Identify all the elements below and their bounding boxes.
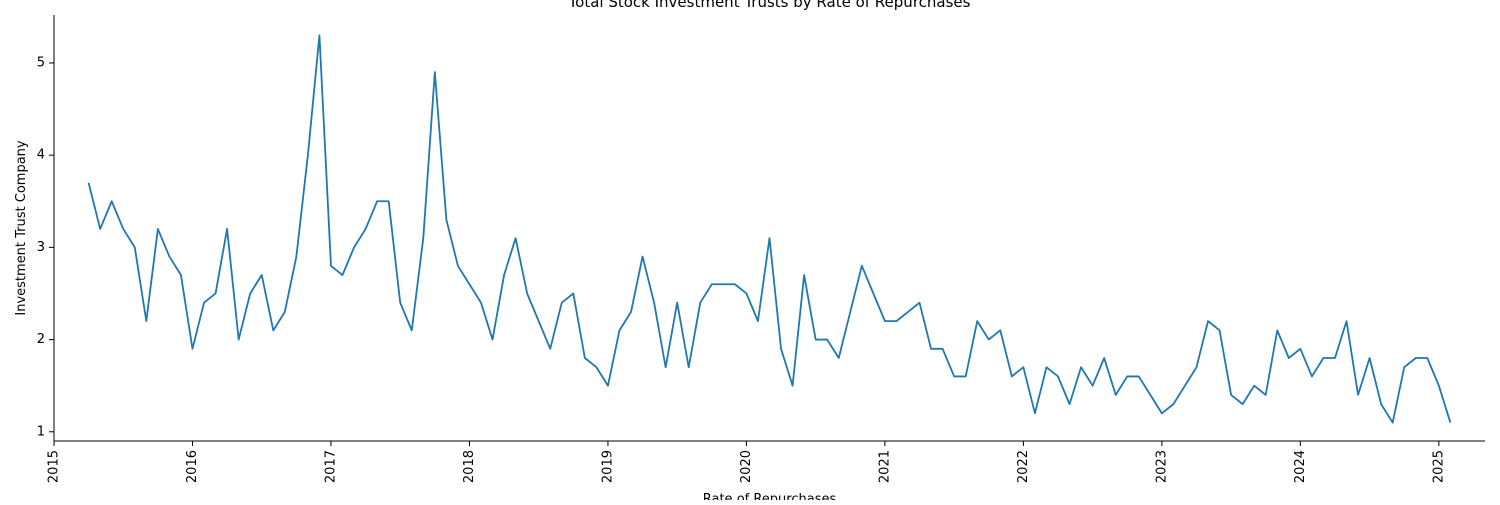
- y-tick-label: 3: [37, 240, 45, 255]
- y-tick-label: 2: [37, 332, 45, 347]
- y-tick-label: 4: [37, 148, 45, 163]
- y-axis-title: Investment Trust Company: [14, 140, 29, 316]
- x-axis-title: Rate of Repurchases: [703, 492, 837, 500]
- y-tick-label: 1: [37, 424, 45, 439]
- y-axis-ticks: 1 2 3 4 5: [37, 55, 54, 439]
- x-tick-label: 2023: [1154, 450, 1169, 483]
- series-line: [87, 34, 1452, 424]
- x-tick-label: 2015: [47, 450, 62, 483]
- x-tick-label: 2022: [1016, 450, 1031, 483]
- x-tick-label: 2024: [1293, 450, 1308, 483]
- chart-title: Total Stock Investment Trusts by Rate of…: [568, 0, 971, 11]
- x-tick-label: 2017: [323, 450, 338, 483]
- x-axis-ticks: 2015 2016 2017 2018 2019 2020 2021 2022 2023 2024…: [47, 441, 1446, 483]
- x-tick-label: 2019: [600, 450, 615, 483]
- x-tick-label: 2018: [462, 450, 477, 483]
- x-tick-label: 2021: [877, 450, 892, 483]
- x-tick-label: 2020: [739, 450, 754, 483]
- y-tick-label: 5: [37, 55, 45, 70]
- x-tick-label: 2025: [1431, 450, 1446, 483]
- x-tick-label: 2016: [185, 450, 200, 483]
